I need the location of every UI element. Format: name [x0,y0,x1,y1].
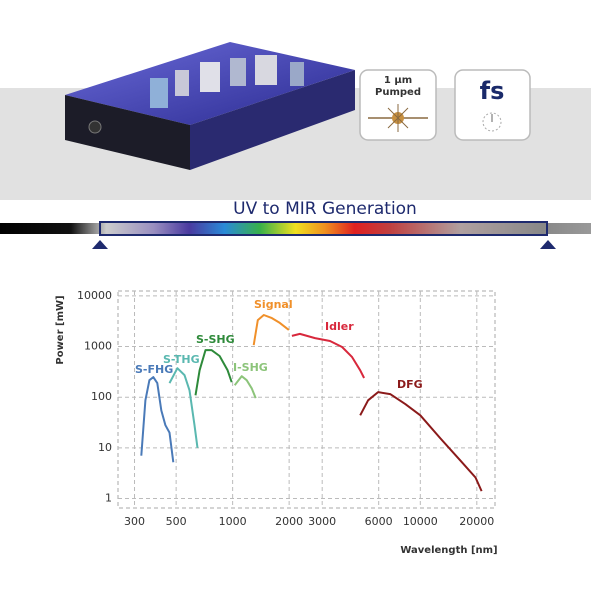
series-line [252,314,290,346]
series-line [194,349,233,396]
badge-pumped: 1 µm Pumped [359,69,437,141]
badge-line: Pumped [375,87,421,98]
x-tick-label: 6000 [365,515,393,528]
series-label: DFG [397,378,423,391]
series-label: S-FHG [135,363,173,376]
x-tick-label: 10000 [403,515,438,528]
series-line [233,375,257,399]
y-tick-label: 100 [91,390,112,403]
y-tick-label: 1 [105,492,112,505]
range-marker [92,240,108,249]
series-line [359,391,483,492]
badge-text: fs [480,77,505,105]
spectrum-title: UV to MIR Generation [233,199,417,219]
series-line [291,332,365,379]
y-tick-label: 10 [98,441,112,454]
x-tick-label: 500 [166,515,187,528]
series-line [168,367,199,449]
y-tick-label: 1000 [84,340,112,353]
x-tick-label: 3000 [308,515,336,528]
series-label: S-SHG [196,333,235,346]
plot-frame [117,290,496,509]
x-axis-label: Wavelength [nm] [400,545,497,556]
x-tick-label: 1000 [219,515,247,528]
y-axis-label: Power [mW] [55,295,66,364]
series-label: Signal [254,298,293,311]
series-label: S-THG [163,353,200,366]
spectrum-range [99,221,548,236]
series-label: I-SHG [233,361,268,374]
badge-fs: fs [454,69,531,141]
x-tick-label: 2000 [275,515,303,528]
series-label: Idler [325,320,354,333]
device-illustration [65,42,355,170]
x-tick-label: 300 [124,515,145,528]
range-marker [540,240,556,249]
series-line [140,376,175,463]
y-tick-label: 10000 [77,289,112,302]
x-tick-label: 20000 [459,515,494,528]
badge-line: 1 µm [384,75,412,86]
spectrum-bar [0,223,591,234]
